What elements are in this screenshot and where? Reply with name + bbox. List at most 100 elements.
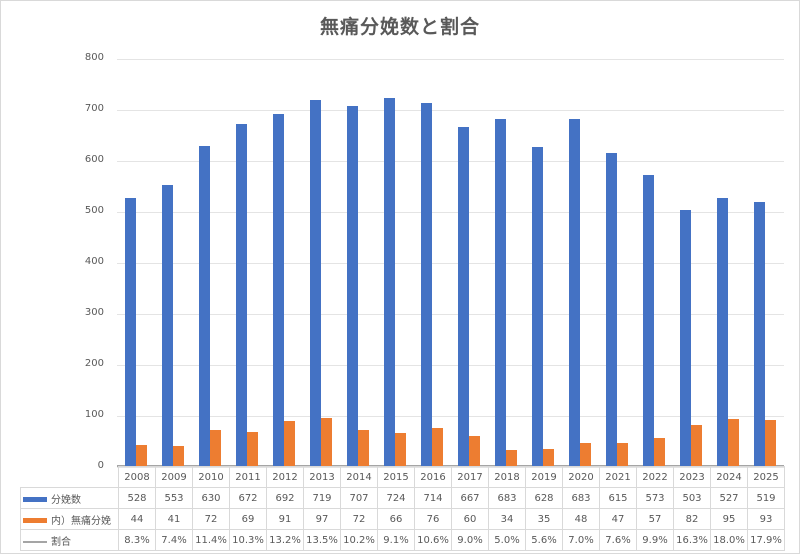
- bar-epidural-2011: [246, 431, 258, 467]
- bar-epidural-2019: [543, 449, 555, 467]
- gridline: [117, 416, 784, 417]
- table-cell: 9.9%: [636, 529, 674, 551]
- table-cell: 16.3%: [673, 529, 711, 551]
- bar-births-2017: [458, 126, 470, 467]
- chart-title: 無痛分娩数と割合: [319, 16, 480, 38]
- table-corner: [20, 466, 119, 488]
- table-cell: 615: [599, 487, 637, 509]
- bar-births-2008: [124, 197, 136, 467]
- bar-epidural-2016: [431, 428, 443, 467]
- bar-births-2019: [532, 146, 544, 467]
- table-year-header: 2020: [562, 466, 600, 488]
- table-year-header: 2012: [266, 466, 304, 488]
- table-cell: 35: [525, 508, 563, 530]
- table-cell: 48: [562, 508, 600, 530]
- bar-births-2014: [346, 106, 358, 467]
- table-cell: 667: [451, 487, 489, 509]
- bar-epidural-2010: [209, 430, 221, 467]
- y-tick-label: 300: [84, 307, 104, 318]
- y-tick-label: 600: [84, 154, 104, 165]
- table-cell: 683: [562, 487, 600, 509]
- table-cell: 72: [340, 508, 378, 530]
- table-year-header: 2017: [451, 466, 489, 488]
- table-year-header: 2015: [377, 466, 415, 488]
- bar-births-2024: [717, 198, 729, 467]
- bar-epidural-2014: [357, 430, 369, 467]
- table-cell: 44: [118, 508, 156, 530]
- legend-label: 分娩数: [51, 494, 81, 506]
- legend-key-icon: [23, 497, 47, 502]
- y-tick-label: 500: [84, 205, 104, 216]
- legend-entry: 内）無痛分娩: [20, 508, 119, 530]
- gridline: [117, 110, 784, 111]
- table-cell: 11.4%: [192, 529, 230, 551]
- gridline: [117, 263, 784, 264]
- bar-epidural-2024: [728, 418, 740, 467]
- table-cell: 82: [673, 508, 711, 530]
- table-cell: 97: [303, 508, 341, 530]
- table-year-header: 2014: [340, 466, 378, 488]
- bar-births-2013: [309, 100, 321, 467]
- y-tick-label: 0: [97, 460, 104, 471]
- y-tick-label: 800: [84, 52, 104, 63]
- bar-epidural-2023: [691, 425, 703, 467]
- table-year-header: 2023: [673, 466, 711, 488]
- table-cell: 553: [155, 487, 193, 509]
- y-tick-label: 100: [84, 409, 104, 420]
- table-cell: 72: [192, 508, 230, 530]
- table-cell: 8.3%: [118, 529, 156, 551]
- table-cell: 672: [229, 487, 267, 509]
- table-cell: 630: [192, 487, 230, 509]
- bar-epidural-2022: [654, 437, 666, 467]
- table-cell: 519: [747, 487, 785, 509]
- bar-epidural-2008: [135, 444, 147, 467]
- table-cell: 692: [266, 487, 304, 509]
- legend-entry: 割合: [20, 529, 119, 551]
- gridline: [117, 59, 784, 60]
- table-row: 内）無痛分娩 44 41 72 69 91 97 72 66 76 60 34 35 48 47 57 82 95…: [20, 508, 785, 530]
- table-cell: 7.0%: [562, 529, 600, 551]
- table-cell: 7.4%: [155, 529, 193, 551]
- table-cell: 10.3%: [229, 529, 267, 551]
- y-tick-label: 700: [84, 103, 104, 114]
- table-year-header: 2009: [155, 466, 193, 488]
- bar-births-2020: [569, 118, 581, 467]
- table-year-header: 2021: [599, 466, 637, 488]
- bar-epidural-2018: [506, 449, 518, 467]
- table-cell: 10.6%: [414, 529, 452, 551]
- table-cell: 93: [747, 508, 785, 530]
- table-cell: 5.6%: [525, 529, 563, 551]
- table-cell: 13.2%: [266, 529, 304, 551]
- table-cell: 628: [525, 487, 563, 509]
- table-cell: 91: [266, 508, 304, 530]
- legend-key-icon: [23, 540, 47, 543]
- bar-epidural-2012: [283, 420, 295, 467]
- table-year-header: 2016: [414, 466, 452, 488]
- table-cell: 18.0%: [710, 529, 748, 551]
- gridline: [117, 365, 784, 366]
- table-year-header: 2024: [710, 466, 748, 488]
- bar-births-2012: [272, 114, 284, 467]
- bar-epidural-2020: [580, 442, 592, 467]
- table-cell: 5.0%: [488, 529, 526, 551]
- table-cell: 95: [710, 508, 748, 530]
- table-row: 分娩数 528 553 630 672 692 719 707 724 714 667 683 628 6…: [20, 487, 785, 509]
- legend-entry: 分娩数: [20, 487, 119, 509]
- table-year-header: 2008: [118, 466, 156, 488]
- data-table: 2008 2009 2010 2011 2012 2013 2014 2015 2016 2017…: [20, 466, 785, 551]
- table-cell: 527: [710, 487, 748, 509]
- bar-births-2023: [680, 210, 692, 467]
- table-year-header: 2025: [747, 466, 785, 488]
- table-year-header: 2011: [229, 466, 267, 488]
- table-cell: 528: [118, 487, 156, 509]
- legend-label: 割合: [51, 536, 71, 548]
- bar-epidural-2025: [765, 419, 777, 467]
- bar-births-2021: [606, 153, 618, 467]
- bar-births-2018: [495, 118, 507, 467]
- table-cell: 76: [414, 508, 452, 530]
- y-tick-label: 400: [84, 256, 104, 267]
- bar-births-2015: [383, 97, 395, 467]
- table-cell: 724: [377, 487, 415, 509]
- bar-births-2022: [643, 174, 655, 467]
- bar-epidural-2015: [394, 433, 406, 467]
